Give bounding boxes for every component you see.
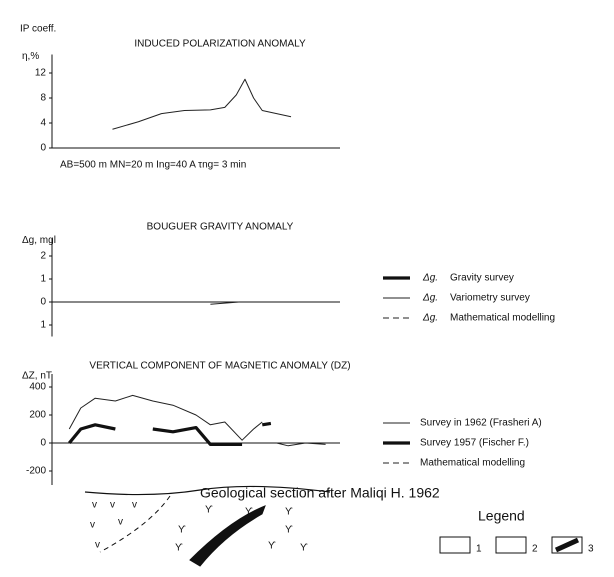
header: IP coeff. — [20, 24, 56, 35]
y-tick-label: 4 — [40, 118, 46, 129]
legend-item: 2 — [532, 544, 538, 555]
svg-text:ϒ: ϒ — [245, 507, 253, 518]
geology-title: Geological section after Maliqi H. 1962 — [200, 485, 440, 501]
y-tick-label: 8 — [40, 93, 46, 104]
y-tick-label: 400 — [29, 382, 46, 393]
y-axis-label: η,% — [22, 51, 39, 62]
series-line — [68, 421, 272, 446]
svg-text:v: v — [118, 517, 123, 528]
svg-text:ϒ: ϒ — [285, 525, 293, 536]
legend-item: 1 — [476, 544, 482, 555]
legend-title: Legend — [478, 508, 525, 524]
y-tick-label: 1 — [40, 320, 46, 331]
y-tick-label: 2 — [40, 251, 46, 262]
legend-label: Survey 1957 (Fischer F.) — [420, 438, 529, 449]
legend-prefix: Δg. — [422, 313, 438, 324]
y-tick-label: -200 — [26, 466, 46, 477]
series-line — [68, 394, 326, 447]
y-tick-label: 0 — [40, 438, 46, 449]
svg-text:ϒ: ϒ — [268, 541, 276, 552]
geology-section: v v vv vvϒ ϒ ϒϒ ϒϒ ϒ ϒ — [84, 485, 583, 567]
svg-text:ϒ: ϒ — [175, 543, 183, 554]
series-line — [210, 294, 325, 304]
y-tick-label: 12 — [35, 68, 47, 79]
y-axis-label: ΔZ, nT — [22, 371, 52, 382]
svg-text:ϒ: ϒ — [178, 525, 186, 536]
caption: AB=500 m MN=20 m Ing=40 A τng= 3 min — [60, 160, 246, 171]
legend-prefix: Δg. — [422, 273, 438, 284]
svg-text:v: v — [132, 500, 137, 511]
y-tick-label: 0 — [40, 143, 46, 154]
chart-title: INDUCED POLARIZATION ANOMALY — [134, 39, 306, 50]
legend-label: Mathematical modelling — [450, 313, 555, 324]
svg-text:v: v — [92, 500, 97, 511]
legend-label: Gravity survey — [450, 273, 514, 284]
svg-text:ϒ: ϒ — [205, 505, 213, 516]
svg-text:v: v — [90, 520, 95, 531]
svg-text:ϒ: ϒ — [285, 507, 293, 518]
svg-text:ϒ: ϒ — [300, 543, 308, 554]
chart-title: VERTICAL COMPONENT OF MAGNETIC ANOMALY (… — [89, 361, 350, 372]
series-line — [112, 78, 292, 130]
svg-text:v: v — [110, 500, 115, 511]
legend-label: Variometry survey — [450, 293, 530, 304]
svg-text:v: v — [95, 540, 100, 551]
legend-prefix: Δg. — [422, 293, 438, 304]
y-tick-label: 1 — [40, 274, 46, 285]
chart-title: BOUGUER GRAVITY ANOMALY — [147, 222, 294, 233]
legend-label: Survey in 1962 (Frasheri A) — [420, 418, 542, 429]
y-axis-label: Δg, mgl — [22, 235, 56, 246]
legend-item: 3 — [588, 544, 594, 555]
legend-label: Mathematical modelling — [420, 458, 525, 469]
y-tick-label: 0 — [40, 297, 46, 308]
y-tick-label: 200 — [29, 410, 46, 421]
